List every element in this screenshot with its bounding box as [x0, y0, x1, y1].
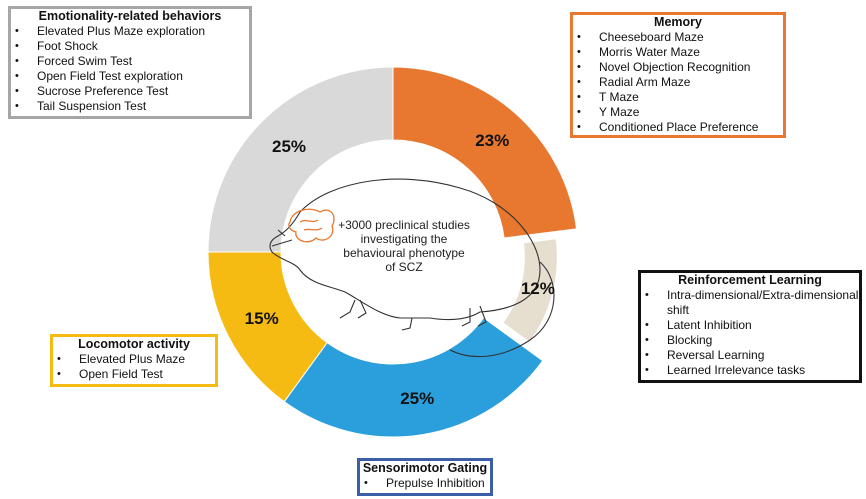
- slice-label-locomotor: 15%: [244, 309, 279, 329]
- list-item: Tail Suspension Test: [11, 99, 249, 114]
- memory-title: Memory: [654, 15, 702, 29]
- slice-label-sensorimotor: 25%: [400, 388, 435, 408]
- list-item: Y Maze: [573, 105, 783, 120]
- list-item: Conditioned Place Preference: [573, 120, 783, 135]
- list-item: Reversal Learning: [641, 348, 859, 363]
- memory-box: Memory Cheeseboard Maze Morris Water Maz…: [570, 12, 786, 138]
- emotionality-title: Emotionality-related behaviors: [38, 9, 222, 23]
- locomotor-box: Locomotor activity Elevated Plus Maze Op…: [50, 334, 218, 387]
- list-item: Sucrose Preference Test: [11, 84, 249, 99]
- list-item: Open Field Test exploration: [11, 69, 249, 84]
- locomotor-title: Locomotor activity: [78, 337, 190, 351]
- list-item: Foot Shock: [11, 39, 249, 54]
- list-item: T Maze: [573, 90, 783, 105]
- list-item: Blocking: [641, 333, 859, 348]
- emotionality-box: Emotionality-related behaviors Elevated …: [8, 6, 252, 119]
- reinforcement-box: Reinforcement Learning Intra-dimensional…: [638, 270, 862, 383]
- slice-label-memory: 23%: [475, 130, 510, 150]
- brain-icon: [288, 208, 335, 243]
- sensorimotor-list: Prepulse Inhibition: [360, 476, 490, 491]
- list-item: Elevated Plus Maze exploration: [11, 24, 249, 39]
- mouse-illustration: [269, 178, 555, 358]
- slice-sensorimotor: [283, 317, 544, 438]
- reinforcement-title: Reinforcement Learning: [678, 273, 822, 287]
- center-text: +3000 preclinical studies investigating …: [338, 218, 470, 274]
- list-item: Radial Arm Maze: [573, 75, 783, 90]
- locomotor-list: Elevated Plus Maze Open Field Test: [53, 352, 215, 382]
- emotionality-list: Elevated Plus Maze exploration Foot Shoc…: [11, 24, 249, 114]
- sensorimotor-title: Sensorimotor Gating: [362, 461, 488, 475]
- memory-list: Cheeseboard Maze Morris Water Maze Novel…: [573, 30, 783, 135]
- list-item: Novel Objection Recognition: [573, 60, 783, 75]
- list-item: Morris Water Maze: [573, 45, 783, 60]
- list-item: Cheeseboard Maze: [573, 30, 783, 45]
- reinforcement-list: Intra-dimensional/Extra-dimensional shif…: [641, 288, 859, 378]
- list-item: Latent Inhibition: [641, 318, 859, 333]
- list-item: Elevated Plus Maze: [53, 352, 215, 367]
- slice-label-emotionality: 25%: [271, 136, 307, 156]
- slice-emotionality: [207, 66, 394, 253]
- sensorimotor-box: Sensorimotor Gating Prepulse Inhibition: [357, 458, 493, 496]
- list-item: Intra-dimensional/Extra-dimensional shif…: [641, 288, 859, 318]
- slice-label-reinforcement: 12%: [520, 278, 555, 298]
- slice-memory: [392, 66, 578, 239]
- list-item: Prepulse Inhibition: [360, 476, 490, 491]
- slice-reinforcement: [502, 238, 558, 343]
- list-item: Learned Irrelevance tasks: [641, 363, 859, 378]
- list-item: Open Field Test: [53, 367, 215, 382]
- list-item: Forced Swim Test: [11, 54, 249, 69]
